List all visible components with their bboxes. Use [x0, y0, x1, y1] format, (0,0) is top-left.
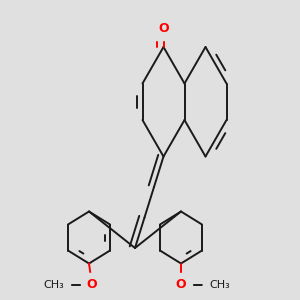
Text: O: O	[87, 278, 97, 291]
Text: O: O	[176, 278, 186, 291]
Text: CH₃: CH₃	[209, 280, 230, 290]
Text: CH₃: CH₃	[43, 280, 64, 290]
Text: O: O	[158, 22, 169, 34]
